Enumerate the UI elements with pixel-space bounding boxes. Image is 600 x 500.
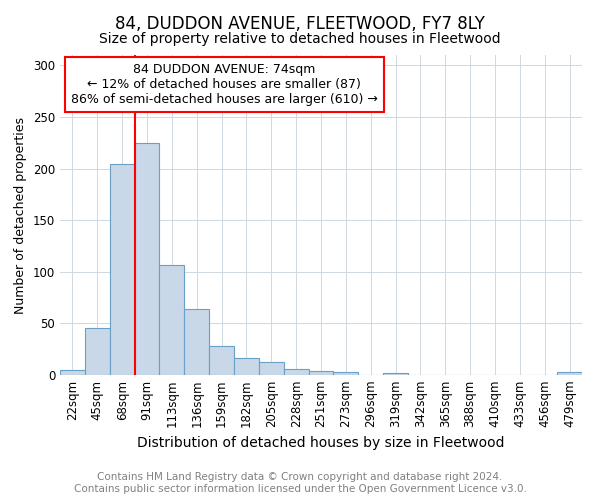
- Bar: [209, 346, 234, 375]
- X-axis label: Distribution of detached houses by size in Fleetwood: Distribution of detached houses by size …: [137, 436, 505, 450]
- Bar: [160, 264, 184, 375]
- Bar: [259, 362, 284, 375]
- Bar: [557, 372, 582, 375]
- Text: 84, DUDDON AVENUE, FLEETWOOD, FY7 8LY: 84, DUDDON AVENUE, FLEETWOOD, FY7 8LY: [115, 15, 485, 33]
- Bar: [184, 309, 209, 375]
- Text: Size of property relative to detached houses in Fleetwood: Size of property relative to detached ho…: [99, 32, 501, 46]
- Text: Contains HM Land Registry data © Crown copyright and database right 2024.
Contai: Contains HM Land Registry data © Crown c…: [74, 472, 526, 494]
- Y-axis label: Number of detached properties: Number of detached properties: [14, 116, 28, 314]
- Bar: [60, 370, 85, 375]
- Bar: [383, 373, 408, 375]
- Bar: [284, 369, 308, 375]
- Bar: [134, 142, 160, 375]
- Bar: [110, 164, 134, 375]
- Text: 84 DUDDON AVENUE: 74sqm
← 12% of detached houses are smaller (87)
86% of semi-de: 84 DUDDON AVENUE: 74sqm ← 12% of detache…: [71, 63, 378, 106]
- Bar: [85, 328, 110, 375]
- Bar: [234, 358, 259, 375]
- Bar: [334, 372, 358, 375]
- Bar: [308, 371, 334, 375]
